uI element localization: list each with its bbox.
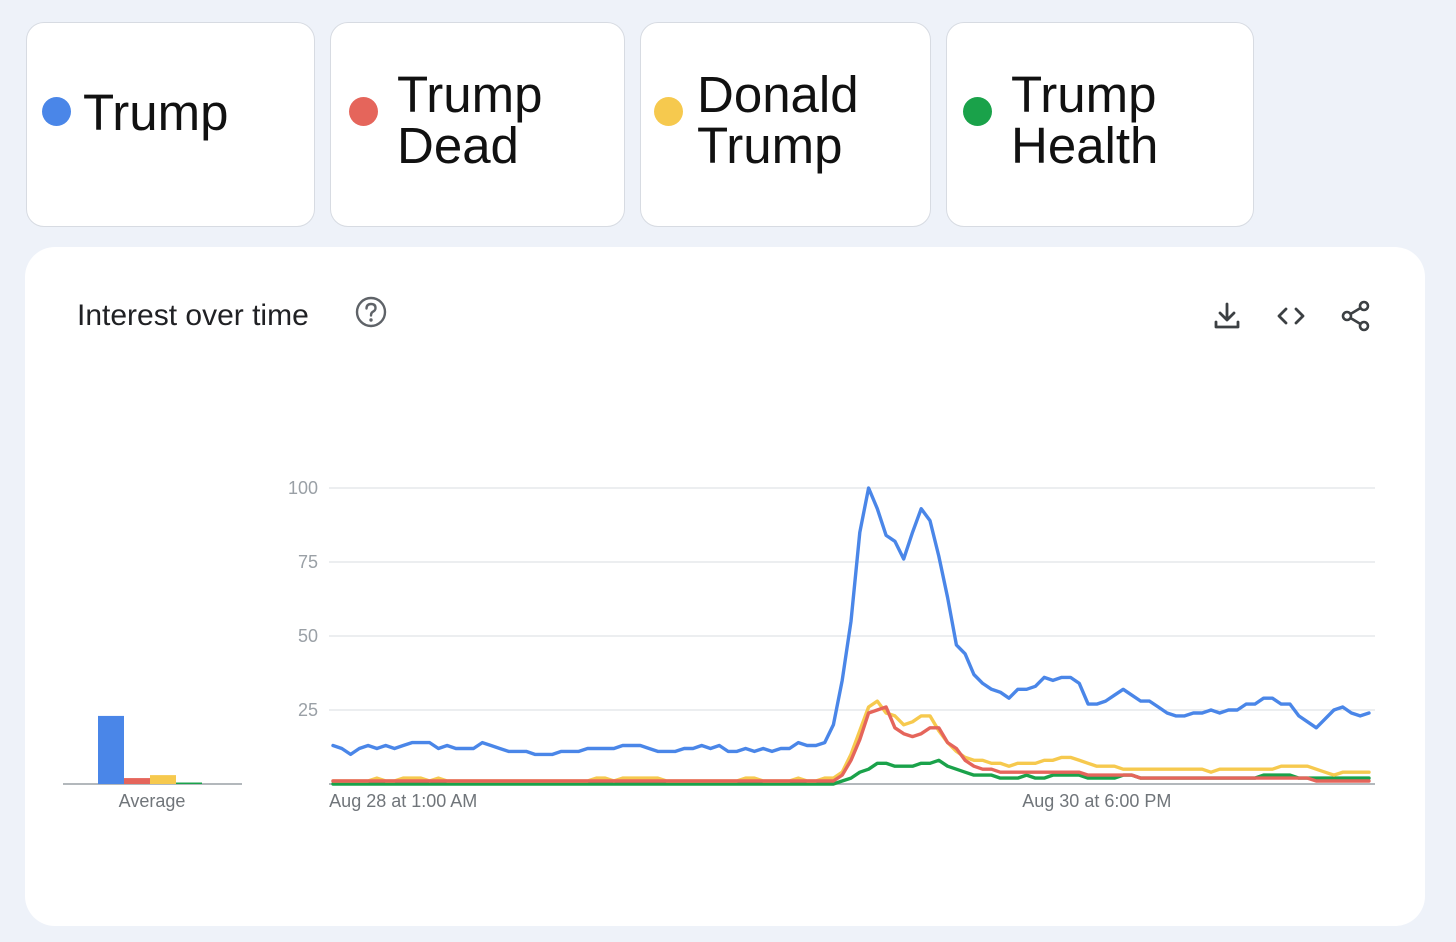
series-color-dot (349, 97, 378, 126)
average-bar (150, 775, 176, 784)
series-color-dot (963, 97, 992, 126)
y-tick-label: 100 (288, 478, 318, 498)
series-line-donald-trump (331, 699, 1371, 783)
term-card-trump-dead[interactable]: Trump Dead (330, 22, 625, 227)
interest-over-time-panel: Interest over time (25, 247, 1425, 926)
series-color-dot (654, 97, 683, 126)
question-circle-icon[interactable] (355, 296, 387, 328)
embed-code-icon[interactable] (1274, 299, 1308, 333)
term-card-donald-trump[interactable]: Donald Trump (640, 22, 931, 227)
series-line-trump-dead (331, 705, 1371, 783)
average-bar (124, 778, 150, 784)
term-label: Trump (83, 84, 229, 141)
series-color-dot (42, 97, 71, 126)
x-tick-label: Aug 30 at 6:00 PM (1022, 791, 1171, 811)
average-bar (98, 715, 124, 784)
y-tick-label: 50 (298, 626, 318, 646)
term-card-trump-health[interactable]: Trump Health (946, 22, 1254, 227)
average-bar (176, 782, 202, 784)
series-line-trump (331, 486, 1371, 757)
interest-line-chart: 25 50 75 100 Aug 28 at 1:00 AM Aug 30 at 6:00… (288, 478, 1375, 811)
term-card-trump[interactable]: Trump (26, 22, 315, 227)
term-label: Trump Health (1011, 66, 1159, 174)
download-icon[interactable] (1210, 299, 1244, 333)
panel-title: Interest over time (77, 299, 309, 332)
y-tick-label: 25 (298, 700, 318, 720)
average-bar-chart: Average (63, 715, 242, 811)
share-icon[interactable] (1339, 299, 1373, 333)
y-tick-label: 75 (298, 552, 318, 572)
x-tick-label: Aug 28 at 1:00 AM (329, 791, 477, 811)
term-label: Trump Dead (397, 66, 543, 174)
term-label: Donald Trump (697, 66, 859, 174)
average-label: Average (119, 791, 186, 811)
